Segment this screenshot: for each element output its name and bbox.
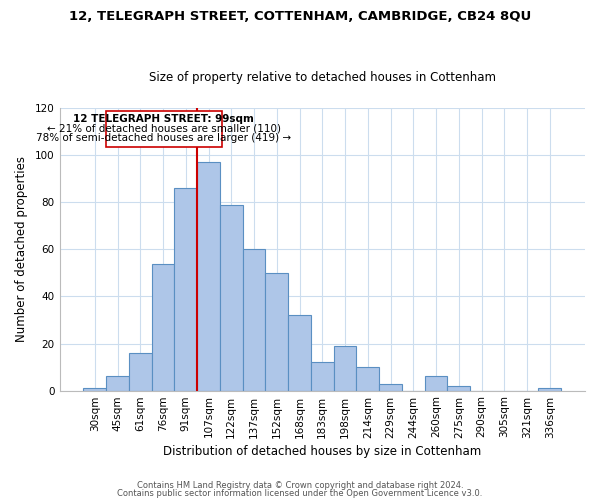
Bar [379, 384, 402, 390]
Title: Size of property relative to detached houses in Cottenham: Size of property relative to detached ho… [149, 70, 496, 84]
Text: Contains public sector information licensed under the Open Government Licence v3: Contains public sector information licen… [118, 488, 482, 498]
Bar [152, 264, 175, 390]
Text: ← 21% of detached houses are smaller (110): ← 21% of detached houses are smaller (11… [47, 124, 281, 134]
Bar [242, 250, 265, 390]
Bar [83, 388, 106, 390]
Bar [129, 353, 152, 391]
Y-axis label: Number of detached properties: Number of detached properties [15, 156, 28, 342]
Bar [425, 376, 448, 390]
Bar [197, 162, 220, 390]
Bar [106, 376, 129, 390]
FancyBboxPatch shape [106, 110, 222, 147]
Bar [448, 386, 470, 390]
Text: 12, TELEGRAPH STREET, COTTENHAM, CAMBRIDGE, CB24 8QU: 12, TELEGRAPH STREET, COTTENHAM, CAMBRID… [69, 10, 531, 23]
Bar [265, 273, 288, 390]
Bar [288, 316, 311, 390]
Bar [334, 346, 356, 391]
Bar [220, 204, 242, 390]
Bar [175, 188, 197, 390]
X-axis label: Distribution of detached houses by size in Cottenham: Distribution of detached houses by size … [163, 444, 481, 458]
Text: Contains HM Land Registry data © Crown copyright and database right 2024.: Contains HM Land Registry data © Crown c… [137, 481, 463, 490]
Text: 78% of semi-detached houses are larger (419) →: 78% of semi-detached houses are larger (… [36, 133, 291, 143]
Text: 12 TELEGRAPH STREET: 99sqm: 12 TELEGRAPH STREET: 99sqm [73, 114, 254, 124]
Bar [311, 362, 334, 390]
Bar [356, 367, 379, 390]
Bar [538, 388, 561, 390]
